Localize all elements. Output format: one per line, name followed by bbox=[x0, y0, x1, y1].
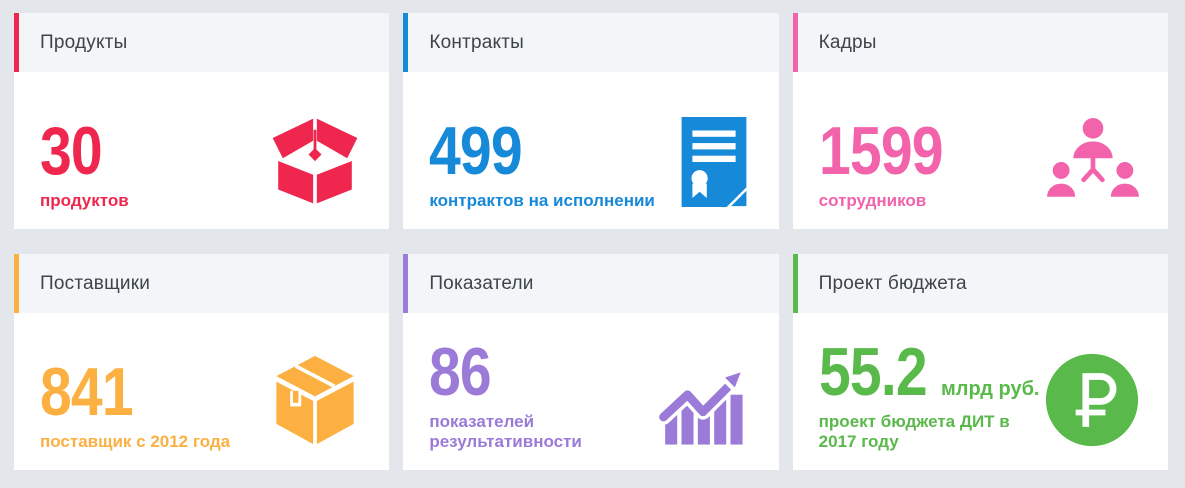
accent-bar bbox=[792, 254, 798, 313]
card-title: Кадры bbox=[818, 31, 877, 53]
stat-value: 499 bbox=[429, 113, 523, 190]
stat-value: 841 bbox=[40, 354, 134, 431]
staff-org-icon bbox=[1046, 117, 1140, 207]
accent-bar bbox=[14, 254, 19, 313]
card-title: Поставщики bbox=[40, 272, 151, 294]
stat-unit: млрд руб. bbox=[941, 378, 1040, 401]
card-budget[interactable]: Проект бюджета 55.2 млрд руб. проект бюд… bbox=[792, 254, 1168, 470]
stat-subtitle: поставщик с 2012 года bbox=[40, 432, 231, 451]
stat-block: 1599 сотрудников bbox=[818, 113, 960, 211]
card-indicators[interactable]: Показатели 86 показателей результативнос… bbox=[403, 254, 779, 470]
card-title: Проект бюджета bbox=[818, 272, 967, 294]
stat-block: 55.2 млрд руб. проект бюджета ДИТ в 2017… bbox=[818, 334, 1044, 452]
stat-value: 1599 bbox=[818, 113, 944, 190]
stat-value: 30 bbox=[40, 113, 103, 190]
stat-subtitle: проект бюджета ДИТ в 2017 году bbox=[818, 412, 1010, 451]
stat-block: 499 контрактов на исполнении bbox=[429, 113, 655, 211]
stat-subtitle: сотрудников bbox=[818, 191, 927, 210]
stat-subtitle: контрактов на исполнении bbox=[429, 191, 655, 210]
card-staff-header: Кадры bbox=[792, 13, 1168, 72]
card-title: Показатели bbox=[429, 272, 534, 294]
card-indicators-header: Показатели bbox=[403, 254, 779, 313]
accent-bar bbox=[403, 254, 409, 313]
card-contracts[interactable]: Контракты 499 контрактов на исполнении bbox=[403, 13, 779, 229]
card-suppliers-header: Поставщики bbox=[14, 254, 390, 313]
card-contracts-header: Контракты bbox=[403, 13, 779, 72]
accent-bar bbox=[792, 13, 798, 72]
stat-subtitle: показателей результативности bbox=[429, 412, 582, 451]
open-box-icon bbox=[269, 115, 361, 207]
package-box-icon bbox=[269, 352, 361, 448]
stat-block: 86 показателей результативности bbox=[429, 334, 654, 452]
accent-bar bbox=[14, 13, 19, 72]
stat-value: 55.2 bbox=[818, 334, 928, 411]
card-suppliers[interactable]: Поставщики 841 поставщик с 2012 года bbox=[14, 254, 390, 470]
ruble-coin-icon bbox=[1044, 352, 1140, 448]
accent-bar bbox=[403, 13, 409, 72]
stat-block: 30 продуктов bbox=[40, 113, 129, 211]
card-title: Продукты bbox=[40, 31, 128, 53]
card-products[interactable]: Продукты 30 продуктов bbox=[14, 13, 390, 229]
stat-value: 86 bbox=[429, 334, 492, 411]
card-staff[interactable]: Кадры 1599 сотрудников bbox=[792, 13, 1168, 229]
contract-document-icon bbox=[677, 117, 751, 207]
stat-subtitle: продуктов bbox=[40, 191, 129, 210]
card-products-header: Продукты bbox=[14, 13, 390, 72]
card-budget-header: Проект бюджета bbox=[792, 254, 1168, 313]
stat-block: 841 поставщик с 2012 года bbox=[40, 354, 231, 452]
growth-chart-icon bbox=[655, 362, 751, 448]
card-title: Контракты bbox=[429, 31, 524, 53]
